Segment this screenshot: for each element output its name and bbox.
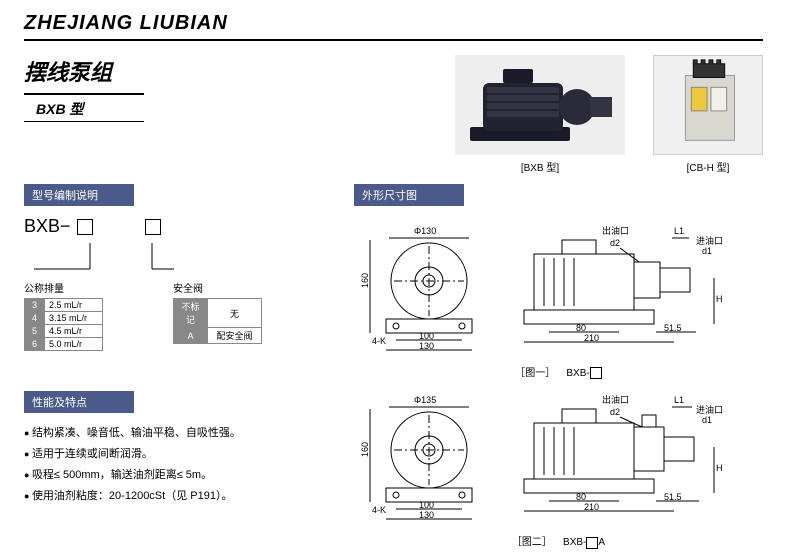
svg-text:进油口: 进油口 (696, 235, 723, 246)
svg-text:Φ135: Φ135 (414, 395, 436, 405)
table-row: 43.15 mL/r (25, 312, 103, 325)
svg-text:d2: d2 (610, 407, 620, 417)
svg-text:51.5: 51.5 (664, 323, 682, 333)
table-row: A配安全阀 (174, 328, 262, 344)
svg-text:100: 100 (419, 331, 434, 341)
figure-1-label: ［图一］ BXB- (354, 364, 763, 379)
section-header-features: 性能及特点 (24, 391, 134, 413)
model-code-format: BXB− (24, 216, 324, 237)
photo-label-2: [CB-H 型] (687, 159, 730, 174)
product-photo-bxb (455, 55, 625, 155)
svg-text:4-K: 4-K (372, 505, 386, 515)
figure-2-label: ［图二］ BXB-A (354, 533, 763, 548)
svg-text:出油口: 出油口 (602, 225, 629, 236)
svg-text:L1: L1 (674, 395, 684, 405)
svg-text:H: H (716, 294, 723, 304)
svg-text:210: 210 (584, 502, 599, 512)
svg-text:210: 210 (584, 333, 599, 343)
list-item: 适用于连续或间断润滑。 (24, 444, 324, 465)
product-title: 摆线泵组 (24, 55, 264, 87)
product-photo-cbh (653, 55, 763, 155)
product-subtitle: BXB 型 (24, 93, 144, 122)
model-prefix: BXB− (24, 216, 71, 237)
feature-list: 结构紧凑、噪音低、输油平稳、自吸性强。 适用于连续或间断润滑。 吸程≤ 500m… (24, 423, 324, 507)
svg-text:d1: d1 (702, 415, 712, 425)
svg-text:d1: d1 (702, 246, 712, 256)
displacement-table: 32.5 mL/r 43.15 mL/r 54.5 mL/r 65.0 mL/r (24, 298, 103, 351)
company-header: ZHEJIANG LIUBIAN (24, 12, 763, 41)
svg-text:H: H (716, 463, 723, 473)
table-row: 65.0 mL/r (25, 338, 103, 351)
section-header-dims: 外形尺寸图 (354, 184, 464, 206)
model-code-box-2 (145, 219, 161, 235)
valve-table: 不标记无 A配安全阀 (173, 298, 262, 344)
list-item: 吸程≤ 500mm，输送油剂距离≤ 5m。 (24, 465, 324, 486)
svg-text:160: 160 (360, 442, 370, 457)
svg-text:130: 130 (419, 341, 434, 351)
table-row: 32.5 mL/r (25, 299, 103, 312)
svg-text:d2: d2 (610, 238, 620, 248)
displacement-label: 公称排量 (24, 280, 103, 295)
table-row: 54.5 mL/r (25, 325, 103, 338)
svg-text:进油口: 进油口 (696, 404, 723, 415)
photo-label-1: [BXB 型] (521, 159, 559, 174)
table-row: 不标记无 (174, 299, 262, 328)
svg-text:4-K: 4-K (372, 336, 386, 346)
dimension-drawing-2: Φ135 160 4-K 100 130 (354, 385, 744, 525)
svg-text:51.5: 51.5 (664, 492, 682, 502)
list-item: 结构紧凑、噪音低、输油平稳、自吸性强。 (24, 423, 324, 444)
svg-text:出油口: 出油口 (602, 394, 629, 405)
svg-text:160: 160 (360, 273, 370, 288)
svg-text:Φ130: Φ130 (414, 226, 436, 236)
svg-text:L1: L1 (674, 226, 684, 236)
valve-label: 安全阀 (173, 280, 262, 295)
model-code-box-1 (77, 219, 93, 235)
section-header-model: 型号编制说明 (24, 184, 134, 206)
svg-text:80: 80 (576, 323, 586, 333)
svg-text:100: 100 (419, 500, 434, 510)
dimension-drawing-1: Φ130 160 4-K 100 130 (354, 216, 744, 356)
model-wiring-diagram (24, 243, 284, 273)
list-item: 使用油剂粘度：20-1200cSt（见 P191）。 (24, 486, 324, 507)
svg-text:80: 80 (576, 492, 586, 502)
svg-text:130: 130 (419, 510, 434, 520)
